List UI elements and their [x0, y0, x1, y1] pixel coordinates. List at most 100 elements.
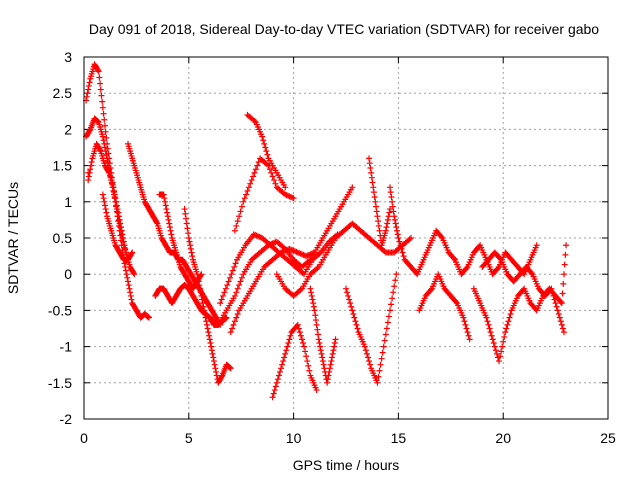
- data-point: [387, 184, 394, 191]
- data-point: [122, 245, 129, 252]
- data-point: [254, 233, 261, 240]
- data-point: [373, 203, 380, 210]
- data-point: [394, 227, 401, 234]
- data-point: [103, 151, 110, 158]
- data-point: [373, 208, 380, 215]
- data-point: [507, 311, 514, 318]
- data-point: [494, 265, 501, 272]
- data-point: [230, 321, 237, 328]
- data-point: [102, 206, 109, 213]
- data-point: [283, 347, 290, 354]
- data-point: [224, 282, 231, 289]
- data-point: [271, 387, 278, 394]
- data-point: [367, 165, 374, 172]
- data-point: [232, 260, 239, 267]
- data-point: [361, 343, 368, 350]
- data-point: [163, 206, 170, 213]
- data-point: [316, 250, 323, 257]
- data-point: [204, 325, 211, 332]
- data-point: [375, 222, 382, 229]
- data-point: [238, 203, 245, 210]
- data-point: [99, 191, 106, 198]
- data-point: [213, 368, 220, 375]
- data-point: [464, 329, 471, 336]
- data-point: [427, 286, 434, 293]
- data-point: [194, 271, 201, 278]
- data-point: [113, 202, 120, 209]
- data-point: [551, 296, 558, 303]
- data-point: [502, 329, 509, 336]
- data-point: [270, 390, 277, 397]
- data-point: [229, 325, 236, 332]
- x-tick-labels: 0 5 10 15 20 25: [80, 430, 616, 446]
- data-point: [145, 314, 152, 321]
- data-point: [88, 158, 95, 165]
- data-point: [85, 169, 92, 176]
- x-tick-label: 10: [286, 430, 302, 446]
- data-point: [194, 274, 201, 281]
- data-point: [271, 177, 278, 184]
- y-tick-label: 1.5: [53, 158, 73, 174]
- data-point: [212, 365, 219, 372]
- data-point: [317, 343, 324, 350]
- data-point: [384, 220, 391, 227]
- data-point: [131, 271, 138, 278]
- data-point: [492, 347, 499, 354]
- data-point: [501, 333, 508, 340]
- data-point: [86, 127, 93, 134]
- data-point: [199, 300, 206, 307]
- data-point: [303, 353, 310, 360]
- data-point: [85, 177, 92, 184]
- data-point: [314, 265, 321, 272]
- data-point: [234, 285, 241, 292]
- data-point: [220, 292, 227, 299]
- data-point: [168, 231, 175, 238]
- data-point: [384, 216, 391, 223]
- data-point: [319, 354, 326, 361]
- data-point: [294, 321, 301, 328]
- data-point: [331, 343, 338, 350]
- x-tick-label: 20: [495, 430, 511, 446]
- data-point: [307, 285, 314, 292]
- data-point: [244, 187, 251, 194]
- data-point: [279, 361, 286, 368]
- data-point: [100, 110, 107, 117]
- data-point: [123, 271, 130, 278]
- data-point: [85, 86, 92, 93]
- data-point: [101, 202, 108, 209]
- data-point: [324, 376, 331, 383]
- data-point: [305, 251, 312, 258]
- data-point: [118, 224, 125, 231]
- data-point: [127, 292, 134, 299]
- data-point: [259, 133, 266, 140]
- data-point: [213, 320, 220, 327]
- data-point: [384, 319, 391, 326]
- data-point: [285, 192, 292, 199]
- data-point: [376, 227, 383, 234]
- data-point: [185, 235, 192, 241]
- data-point: [352, 318, 359, 325]
- data-point: [305, 362, 312, 369]
- y-tick-labels: -2 -1.5 -1 -0.5 0 0.5 1 1.5 2 2.5 3: [48, 49, 72, 427]
- y-tick-label: 2: [64, 121, 72, 137]
- data-point: [345, 292, 352, 299]
- data-point: [466, 336, 473, 343]
- data-point: [97, 146, 104, 153]
- series-arc-11: [227, 245, 318, 336]
- data-point: [231, 318, 238, 325]
- data-point: [398, 245, 405, 252]
- series-arc-3: [85, 140, 138, 278]
- data-point: [290, 195, 297, 202]
- data-point: [104, 158, 111, 165]
- data-point: [375, 373, 382, 380]
- data-point: [319, 358, 326, 365]
- data-point: [247, 180, 254, 187]
- data-point: [382, 227, 389, 234]
- data-point: [264, 151, 271, 158]
- data-point: [326, 365, 333, 372]
- data-point: [315, 336, 322, 343]
- data-point: [231, 263, 238, 270]
- data-point: [372, 198, 379, 205]
- data-point: [351, 314, 358, 321]
